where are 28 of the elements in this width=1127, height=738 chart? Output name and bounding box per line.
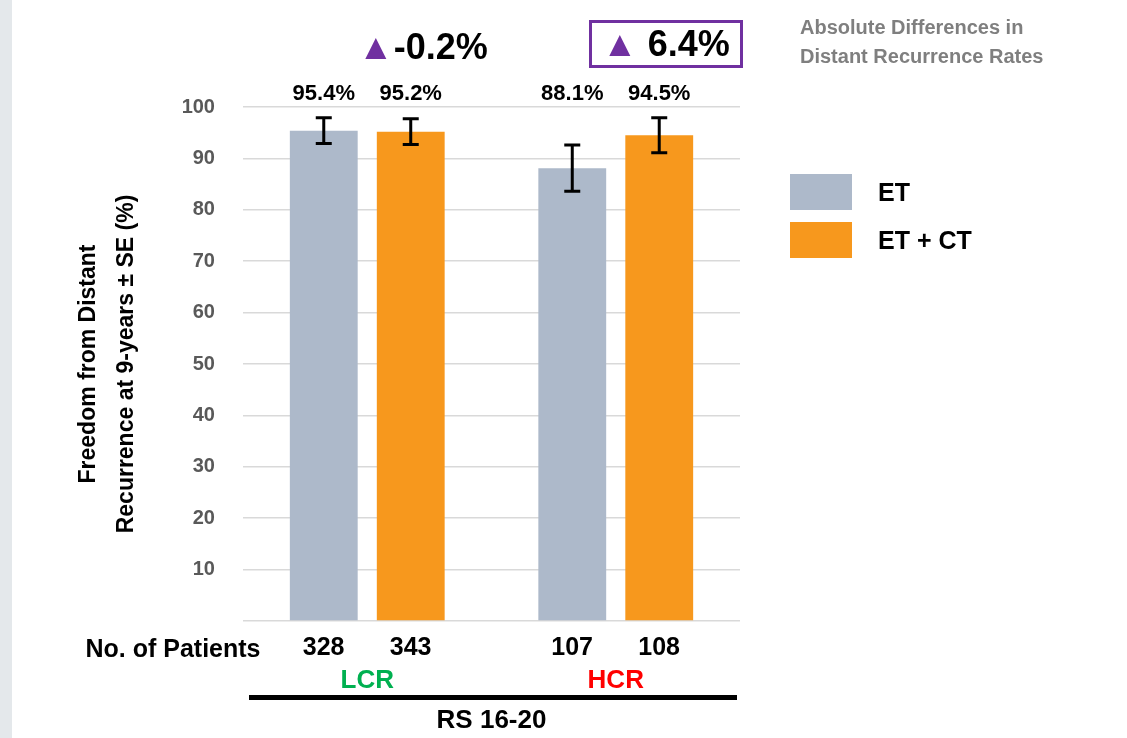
y-tick-label: 20 xyxy=(192,505,215,528)
data-label: 94.5% xyxy=(628,80,691,106)
data-label: 95.2% xyxy=(379,80,442,106)
x-tick-label: HCR xyxy=(587,663,645,694)
y-tick-label: 100 xyxy=(181,94,215,117)
x-tick-label: LCR xyxy=(340,663,395,694)
text: 328 xyxy=(302,631,345,661)
y-tick-label: 90 xyxy=(192,145,215,168)
text: 343 xyxy=(389,631,432,661)
text: Absolute Differences in Distant Recurrence Rates xyxy=(800,15,1044,69)
y-tick-label: 60 xyxy=(192,300,215,323)
y-tick-label: 10 xyxy=(192,557,215,580)
text: 108 xyxy=(638,631,680,661)
y-tick-label: 70 xyxy=(192,248,215,271)
y-tick-label: 50 xyxy=(192,351,215,374)
legend-label: ET xyxy=(878,177,910,207)
y-tick-label: 80 xyxy=(192,197,215,220)
y-tick-label: 30 xyxy=(192,454,215,477)
data-label: 88.1% xyxy=(541,80,604,106)
text: ▲ 6.4% xyxy=(589,20,743,68)
y-axis-title: Freedom from Distant Recurrence at 9-years ± SE (%) xyxy=(74,194,139,534)
x-axis-title: RS 16-20 xyxy=(436,703,547,734)
legend-label: ET + CT xyxy=(878,225,972,255)
data-label: 95.4% xyxy=(292,80,355,106)
text: ▲-0.2% xyxy=(358,26,488,68)
text: No. of Patients xyxy=(85,633,261,663)
text: 107 xyxy=(551,631,593,661)
y-tick-label: 40 xyxy=(192,402,215,425)
